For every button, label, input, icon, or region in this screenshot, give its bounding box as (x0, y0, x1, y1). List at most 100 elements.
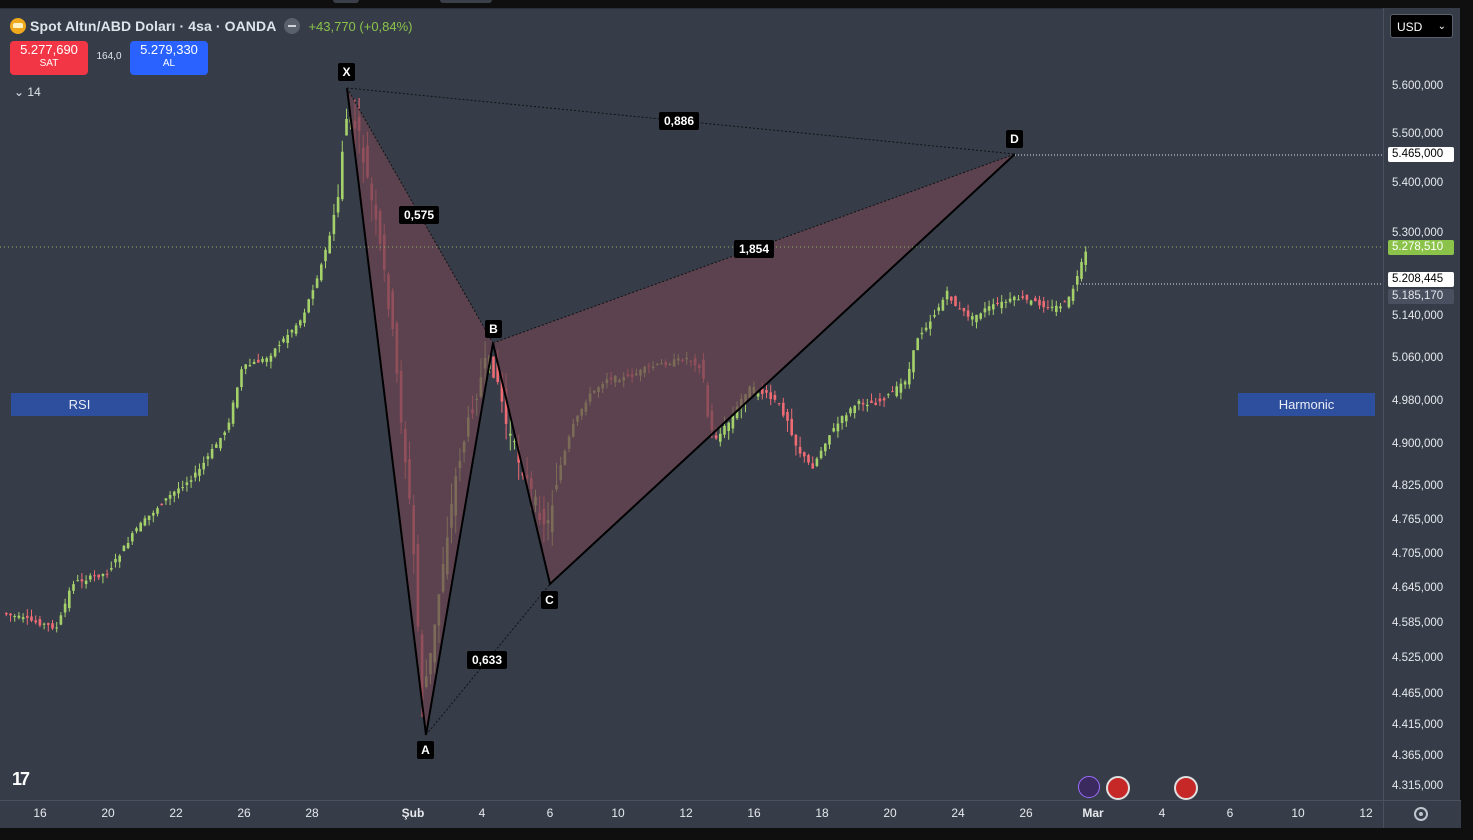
ratio-label-bd[interactable]: 1,854 (734, 240, 774, 258)
candle-body (996, 302, 999, 305)
candle-body (34, 620, 37, 623)
currency-select[interactable]: USD ⌄ (1390, 14, 1453, 38)
ratio-label-ac[interactable]: 0,633 (467, 651, 507, 669)
candle-body (874, 402, 877, 405)
candle-body (945, 290, 949, 300)
candle-body (5, 612, 8, 615)
candle-body (1050, 306, 1054, 308)
candle-body (97, 574, 100, 578)
ratio-label-xd[interactable]: 0,886 (659, 112, 699, 130)
point-label-c[interactable]: C (541, 591, 558, 609)
candle-body (227, 422, 231, 430)
candle-body (139, 522, 142, 532)
price-tick-label: 5.140,000 (1392, 310, 1444, 322)
sell-label: SAT (39, 58, 59, 69)
candle-body (332, 214, 336, 235)
candle-body (908, 368, 911, 385)
candle-body (861, 402, 865, 405)
top-toolbar (0, 0, 1473, 8)
candle-body (1029, 300, 1033, 305)
candle-body (794, 434, 798, 446)
candle-body (324, 249, 327, 262)
candle-body (156, 508, 159, 514)
price-tick-label: 4.980,000 (1392, 395, 1444, 407)
candle-body (937, 307, 940, 311)
candle-body (261, 358, 264, 362)
chevron-down-icon: ⌄ (14, 85, 25, 99)
current-price-tag: 5.278,510 (1388, 240, 1454, 255)
candle-body (857, 400, 861, 405)
candle-body (13, 616, 16, 618)
candle-body (1034, 298, 1037, 302)
symbol-legend[interactable]: Spot Altın/ABD Doları · 4sa · OANDA +43,… (10, 16, 413, 36)
minus-icon[interactable] (284, 18, 301, 34)
rsi-button[interactable]: RSI (11, 393, 148, 416)
right-scrollbar[interactable] (1460, 8, 1473, 828)
candle-body (1004, 301, 1008, 303)
candle-body (1059, 306, 1062, 309)
gold-bar-icon (10, 18, 26, 34)
indicators-toggle[interactable]: ⌄ 14 (14, 85, 41, 99)
price-tick-label: 4.315,000 (1392, 780, 1444, 792)
candle-body (920, 332, 924, 335)
candle-body (257, 359, 260, 363)
candle-body (286, 334, 289, 344)
symbol-title[interactable]: Spot Altın/ABD Doları · 4sa · OANDA (30, 18, 277, 34)
candle-body (719, 433, 722, 442)
candle-body (38, 619, 42, 626)
gear-icon[interactable] (1414, 807, 1428, 821)
toolbar-tab[interactable] (333, 0, 359, 3)
candle-body (891, 391, 894, 393)
time-tick-label: 12 (679, 806, 693, 820)
candle-body (723, 425, 726, 435)
price-chart[interactable]: X A B C D 0,575 0,886 1,854 (0, 8, 1383, 800)
candle-body (126, 542, 130, 549)
candle-body (777, 403, 781, 405)
toolbar-tab[interactable] (440, 0, 492, 3)
price-scale[interactable] (1383, 8, 1461, 800)
time-tick-label: 18 (815, 806, 829, 820)
candle-body (101, 573, 105, 577)
ratio-label-xb[interactable]: 0,575 (399, 206, 439, 224)
pattern-line-xb (346, 87, 494, 344)
candle-body (160, 503, 163, 506)
candle-body (282, 338, 285, 343)
lightning-event-icon[interactable] (1078, 776, 1100, 798)
candle-body (798, 446, 802, 454)
candle-body (836, 423, 840, 432)
candle-body (811, 463, 814, 469)
time-scale[interactable] (0, 800, 1383, 829)
candle-body (84, 580, 88, 585)
svg-text:D: D (1010, 132, 1019, 146)
time-tick-label: 20 (101, 806, 115, 820)
price-tick-label: 4.825,000 (1392, 480, 1444, 492)
candle-body (756, 393, 760, 397)
point-label-x[interactable]: X (338, 63, 355, 81)
svg-text:C: C (545, 593, 554, 607)
candle-body (278, 345, 281, 347)
candle-body (185, 482, 189, 485)
point-label-b[interactable]: B (485, 320, 502, 338)
us-flag-event-icon[interactable] (1106, 776, 1130, 800)
candle-body (870, 400, 873, 404)
candle-body (135, 528, 138, 532)
svg-text:0,886: 0,886 (664, 114, 694, 128)
point-label-a[interactable]: A (417, 741, 434, 759)
candle-body (240, 369, 243, 388)
svg-text:X: X (342, 65, 350, 79)
sell-button[interactable]: 5.277,690 SAT (10, 41, 88, 75)
time-tick-label: 10 (1291, 806, 1305, 820)
candle-body (769, 392, 772, 400)
us-flag-event-icon[interactable] (1174, 776, 1198, 800)
candle-body (1017, 299, 1020, 301)
candle-body (1063, 301, 1066, 303)
candle-body (152, 512, 155, 516)
tradingview-logo-icon[interactable]: 17 (12, 769, 30, 789)
svg-text:B: B (489, 322, 498, 336)
harmonic-button[interactable]: Harmonic (1238, 393, 1375, 416)
time-tick-label: 4 (478, 806, 486, 820)
candle-body (93, 575, 96, 577)
price-tick-label: 4.365,000 (1392, 750, 1444, 762)
point-label-d[interactable]: D (1006, 130, 1023, 148)
buy-button[interactable]: 5.279,330 AL (130, 41, 208, 75)
